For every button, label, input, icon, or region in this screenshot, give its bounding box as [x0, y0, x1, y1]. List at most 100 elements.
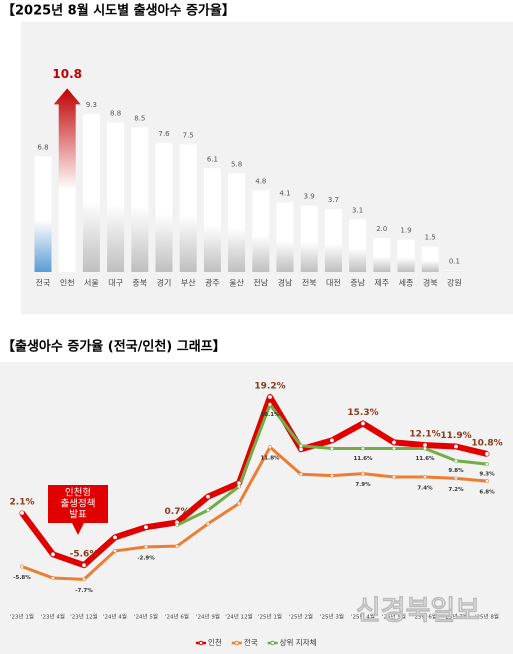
point [360, 420, 366, 426]
x-tick-label: 강원 [447, 278, 462, 288]
x-tick-label: 대전 [326, 278, 341, 288]
point [330, 446, 334, 451]
x-tick-label: '23년 4월 [41, 613, 65, 621]
x-tick-label: '24년 12월 [225, 613, 252, 621]
value-label: 8.8 [110, 109, 121, 117]
value-label: 6.1 [207, 155, 218, 163]
x-tick-label: 전국 [36, 278, 51, 288]
legend-label: 인천 [208, 637, 222, 647]
x-tick-label: '24년 6월 [165, 613, 189, 621]
point [206, 508, 210, 513]
point [267, 394, 273, 400]
value-label: -7.7% [75, 588, 93, 594]
x-tick-label: 인천 [60, 278, 75, 288]
bar [155, 142, 173, 272]
x-tick-label: '25년 6월 [413, 613, 437, 621]
value-label: 1.9 [400, 227, 411, 235]
point [391, 439, 397, 445]
x-tick-label: 전남 [253, 278, 268, 288]
value-label: 8.5 [134, 115, 145, 123]
point [82, 577, 86, 582]
point [50, 551, 56, 557]
value-label: 0.1 [449, 257, 460, 265]
point [299, 472, 303, 477]
point [268, 402, 272, 407]
x-tick-label: 충남 [350, 279, 365, 288]
line [21, 445, 488, 581]
x-tick-label: 부산 [181, 278, 196, 288]
annotation: 발표 [69, 510, 87, 521]
point [453, 443, 459, 449]
chart-title: 【2025년 8월 시도별 출생아수 증가율】 [2, 3, 235, 19]
legend-label: 전국 [244, 637, 258, 647]
value-label: 7.6 [158, 130, 170, 138]
bar [421, 246, 439, 272]
legend-marker [234, 640, 240, 646]
bar [276, 202, 294, 272]
point [454, 458, 458, 463]
bar [324, 209, 342, 272]
point [268, 445, 272, 450]
value-label: 9.3% [479, 472, 495, 478]
point [205, 494, 211, 500]
x-tick-label: 광주 [205, 278, 220, 288]
point [113, 549, 117, 553]
point [19, 510, 25, 516]
value-label: 9.3 [86, 101, 97, 109]
value-label: -5.8% [13, 575, 31, 581]
value-label: 6.8 [37, 143, 48, 151]
point [361, 471, 365, 476]
value-label: 7.5 [183, 132, 194, 140]
point [206, 521, 210, 526]
point [329, 437, 335, 443]
value-label: 12.1% [409, 430, 440, 440]
value-label: 0.7% [165, 507, 190, 517]
bar [252, 190, 270, 272]
bar [82, 113, 100, 273]
value-label: 11.6% [353, 456, 373, 462]
bar [445, 270, 463, 272]
value-label: -5.6% [70, 550, 99, 560]
point [423, 475, 427, 479]
bar [373, 238, 391, 272]
value-label: 2.0 [376, 225, 387, 233]
legend-marker [198, 640, 204, 646]
value-label: 11.9% [440, 431, 471, 441]
x-tick-label: 경북 [423, 278, 438, 288]
bar [34, 156, 52, 272]
value-label: 2.1% [10, 497, 35, 507]
point [392, 446, 396, 451]
value-label: 1.5 [425, 234, 436, 242]
value-label: 9.8% [448, 468, 464, 474]
x-tick-label: '23년 12월 [70, 613, 97, 621]
x-tick-label: '25년 7월 [444, 613, 468, 621]
x-tick-label: 경기 [157, 278, 172, 288]
point [51, 576, 55, 580]
value-label: 7.9% [355, 482, 371, 488]
point [299, 443, 303, 448]
bar [53, 88, 81, 273]
point [454, 476, 458, 481]
value-label: 7.4% [417, 486, 433, 492]
x-tick-label: 서울 [84, 279, 99, 288]
point [175, 544, 179, 549]
x-tick-label: '23년 1월 [10, 613, 34, 621]
bar [228, 173, 246, 272]
x-tick-label: '25년 8월 [475, 613, 499, 621]
x-tick-label: '25년 2월 [289, 613, 313, 621]
value-label: 11.8% [260, 456, 280, 462]
x-tick-label: 전북 [302, 278, 317, 288]
point [485, 479, 489, 483]
legend-marker [270, 640, 275, 646]
value-label: 11.6% [415, 456, 435, 462]
x-tick-label: 울산 [229, 278, 244, 288]
point [237, 501, 241, 506]
bar [349, 219, 367, 272]
value-label: 3.9 [304, 193, 315, 201]
annotation: 출생정책 [61, 499, 96, 510]
value-label: 7.2% [448, 487, 464, 493]
point [144, 544, 148, 549]
bar [203, 168, 221, 272]
point [484, 451, 490, 457]
value-label: 6.8% [479, 490, 495, 496]
